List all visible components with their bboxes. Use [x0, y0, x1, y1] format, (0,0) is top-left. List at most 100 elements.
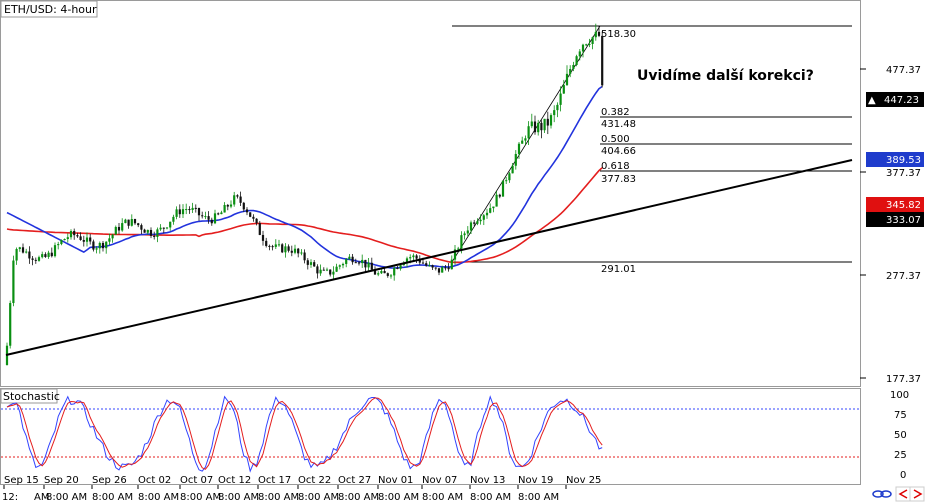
- candle-body: [335, 266, 338, 272]
- chart-title: ETH/USD: 4-hour: [4, 3, 97, 16]
- candle-body: [412, 255, 415, 258]
- stoch-k-line: [6, 395, 603, 473]
- candle-body: [284, 246, 287, 253]
- candle-body: [601, 35, 604, 86]
- price-panel-frame: [0, 0, 861, 387]
- candle-body: [476, 221, 479, 224]
- time-hour-label: 8:00 AM: [138, 492, 179, 503]
- candle-body: [245, 209, 249, 213]
- candle-body: [79, 236, 82, 240]
- candle-body: [137, 223, 140, 226]
- fib-label: 291.01: [601, 264, 636, 275]
- candle-body: [28, 251, 31, 259]
- candle-body: [357, 262, 361, 264]
- candle-body: [249, 212, 252, 217]
- price-axis: 477.37 377.37 277.37 177.37: [860, 65, 921, 385]
- time-hour-label: 8:00 AM: [518, 492, 559, 503]
- stochastic-panel-frame: [0, 388, 861, 485]
- fib-label: 518.30: [601, 29, 636, 40]
- candle-body: [489, 208, 492, 213]
- candle-body: [242, 202, 245, 210]
- candle-body: [415, 255, 418, 259]
- candle-body: [111, 234, 114, 239]
- candle-body: [223, 204, 226, 213]
- candle-body: [76, 235, 79, 237]
- ascending-trendline: [5, 159, 853, 356]
- candle-body: [252, 216, 255, 219]
- candle-body: [341, 263, 345, 266]
- candle-body: [121, 223, 124, 231]
- candle-body: [229, 204, 233, 207]
- candle-body: [108, 238, 111, 242]
- candle-body: [300, 252, 303, 254]
- candle-body: [21, 247, 25, 253]
- fib-diagonal: [451, 25, 601, 263]
- candle-body: [9, 303, 12, 346]
- candle-body: [15, 249, 18, 261]
- candle-body: [95, 248, 98, 250]
- candle-body: [588, 43, 591, 45]
- candle-body: [428, 265, 431, 267]
- time-hour-label: 8:00 AM: [298, 492, 339, 503]
- candle-body: [63, 239, 66, 241]
- stoch-d-line: [6, 397, 603, 470]
- badge-value: 333.07: [886, 215, 921, 226]
- candlestick-series: [5, 23, 604, 366]
- candle-body: [12, 260, 15, 304]
- time-date-label: Nov 07: [422, 475, 457, 486]
- time-hour-label: 12:: [2, 492, 18, 503]
- candle-body: [396, 267, 399, 269]
- candle-body: [92, 241, 95, 250]
- candle-body: [105, 241, 108, 249]
- candle-body: [239, 196, 242, 203]
- candle-body: [316, 266, 319, 274]
- candle-body: [201, 215, 204, 217]
- candle-body: [98, 242, 101, 249]
- badge-value: 345.82: [886, 200, 921, 211]
- candle-body: [290, 250, 293, 253]
- scroll-arrows-icon[interactable]: [895, 486, 925, 502]
- candle-body: [527, 126, 530, 139]
- candle-body: [169, 221, 172, 228]
- candle-body: [348, 256, 351, 260]
- candle-body: [431, 265, 434, 268]
- candle-body: [594, 31, 597, 38]
- price-tick-label: 477.37: [886, 65, 921, 76]
- candle-body: [393, 267, 396, 276]
- link-icon[interactable]: [872, 490, 892, 498]
- candle-body: [175, 209, 178, 217]
- candle-body: [473, 222, 476, 224]
- time-date-label: Oct 02: [138, 475, 171, 486]
- candle-body: [34, 259, 37, 261]
- candle-body: [434, 267, 437, 269]
- time-date-label: Oct 07: [180, 475, 213, 486]
- candle-body: [533, 121, 537, 133]
- candle-body: [463, 233, 466, 236]
- time-hour-label: 8:00 AM: [422, 492, 463, 503]
- candle-body: [50, 252, 53, 257]
- candle-body: [258, 223, 261, 235]
- candle-body: [569, 68, 572, 74]
- candle-body: [89, 237, 92, 242]
- candle-body: [319, 269, 322, 274]
- candle-body: [409, 257, 412, 259]
- badge-value: 447.23: [884, 95, 919, 106]
- fib-label: 0.500: [601, 134, 630, 145]
- candle-body: [210, 219, 213, 224]
- candle-body: [274, 244, 277, 247]
- candle-body: [66, 237, 69, 240]
- candle-body: [338, 265, 341, 267]
- candle-body: [213, 213, 217, 224]
- candle-body: [405, 258, 409, 263]
- candle-body: [521, 140, 524, 144]
- candle-body: [117, 226, 121, 231]
- candle-body: [73, 231, 76, 236]
- candle-body: [329, 269, 332, 275]
- candle-body: [585, 44, 588, 46]
- candle-body: [565, 73, 569, 86]
- sma-red-line: [6, 167, 603, 264]
- price-badge-blue-ma: 389.53: [866, 152, 924, 167]
- time-axis: Sep 15 Sep 20 Sep 26 Oct 02 Oct 07 Oct 12 Oct …: [2, 475, 601, 503]
- candle-body: [447, 267, 450, 270]
- candle-body: [367, 262, 370, 268]
